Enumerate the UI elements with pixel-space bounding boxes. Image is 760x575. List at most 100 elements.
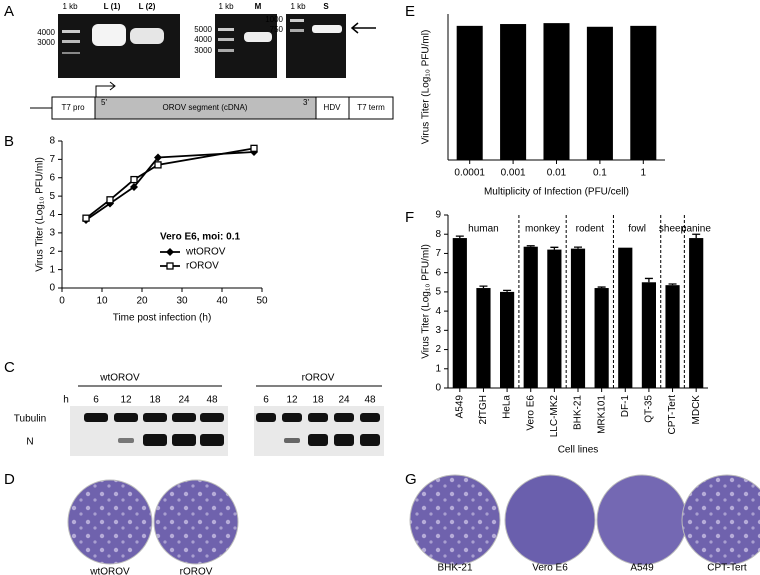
marker-label: 1000 <box>265 15 283 24</box>
x-tick-label: 0.001 <box>501 168 526 179</box>
group-label: canine <box>681 224 711 235</box>
line <box>85 147 255 219</box>
error-bar <box>644 277 653 283</box>
y-tick-label: 8 <box>435 229 441 240</box>
plate-label: BHK-21 <box>437 563 472 574</box>
plate-label: A549 <box>630 563 654 574</box>
time-header: h <box>63 395 69 406</box>
panel-label: F <box>405 209 414 226</box>
y-tick-label: 6 <box>435 267 441 278</box>
x-tick-label: A549 <box>454 395 465 419</box>
time-label: 18 <box>312 395 324 406</box>
marker <box>130 175 138 184</box>
x-tick-label: QT-35 <box>644 395 655 423</box>
y-tick-label: 7 <box>49 154 55 165</box>
time-label: 24 <box>178 395 190 406</box>
marker <box>250 144 258 153</box>
gel: 1 kb S 1000 750 <box>265 2 376 78</box>
plate-label: CPT-Tert <box>707 563 747 574</box>
gel: 1 kb L (1) L (2) 4000 3000 <box>37 2 180 78</box>
x-axis-label: Time post infection (h) <box>113 313 212 324</box>
bar <box>523 246 538 388</box>
western-blot: wtOROV rOROV h 6 12 18 24 48 6 12 18 24 … <box>14 373 384 456</box>
bar <box>594 288 609 388</box>
lane-label: L (1) <box>104 2 121 11</box>
x-tick-label: 0.01 <box>547 168 567 179</box>
lane-label: M <box>255 2 262 11</box>
x-tick-label: 30 <box>176 296 188 307</box>
time-label: 6 <box>93 395 99 406</box>
y-axis-label: Virus Titer (Log₁₀ PFU/ml) <box>35 157 46 272</box>
y-tick-label: 4 <box>435 306 441 317</box>
bar <box>689 238 704 388</box>
marker <box>154 153 162 162</box>
construct-diagram: T7 pro 5' OROV segment (cDNA) 3' HDV T7 … <box>30 81 394 120</box>
x-tick-label: 0.0001 <box>454 168 485 179</box>
bar <box>547 249 562 388</box>
lane-label: 1 kb <box>62 2 78 11</box>
bar <box>452 238 467 388</box>
y-tick-label: 7 <box>435 248 441 259</box>
marker <box>166 248 174 256</box>
panel-label: C <box>4 359 15 376</box>
time-label: 48 <box>206 395 218 406</box>
marker <box>130 182 138 191</box>
x-tick-label: DF-1 <box>620 395 631 418</box>
y-tick-label: 4 <box>49 209 55 220</box>
x-tick-label: 20 <box>136 296 148 307</box>
error-bar <box>479 285 488 289</box>
marker <box>166 262 174 270</box>
marker <box>82 214 90 222</box>
error-bar <box>503 289 512 292</box>
bar <box>500 291 515 388</box>
legend-label: wtOROV <box>185 247 226 258</box>
x-tick-label: 40 <box>216 296 228 307</box>
error-bar <box>574 246 582 249</box>
y-tick-label: 3 <box>435 325 441 336</box>
y-tick-label: 3 <box>49 228 55 239</box>
group-label: sheep <box>659 224 687 235</box>
plaque-images: wtOROV rOROV BHK-21 Vero E6 A549 CPT-Ter… <box>67 474 760 575</box>
y-axis-label: Virus Titer (Log₁₀ PFU/ml) <box>421 244 432 359</box>
bar <box>665 285 680 388</box>
y-tick-label: 6 <box>49 172 55 183</box>
error-bar <box>550 246 559 250</box>
lane-label: S <box>323 2 329 11</box>
y-tick-label: 2 <box>435 344 441 355</box>
bar <box>618 247 633 388</box>
marker-label: 4000 <box>194 35 212 44</box>
plate-label: rOROV <box>180 567 213 575</box>
x-tick-label: 2fTGH <box>478 395 489 424</box>
time-label: 48 <box>364 395 376 406</box>
marker-label: 4000 <box>37 28 55 37</box>
plate-label: wtOROV <box>89 567 130 575</box>
time-label: 6 <box>263 395 269 406</box>
y-axis-label: Virus Titer (Log₁₀ PFU/ml) <box>421 30 432 145</box>
x-tick-label: 50 <box>256 296 268 307</box>
panel-label: E <box>405 3 415 20</box>
panel-label: D <box>4 471 15 488</box>
error-bar <box>668 283 677 286</box>
bar <box>586 26 613 161</box>
construct-label: T7 pro <box>61 103 85 112</box>
x-tick-label: HeLa <box>502 395 513 419</box>
time-label: 24 <box>338 395 350 406</box>
marker-label: 5000 <box>194 25 212 34</box>
bar <box>543 23 570 160</box>
panel-label: A <box>4 3 14 20</box>
marker-label: 750 <box>270 25 284 34</box>
plate-label: Vero E6 <box>532 563 568 574</box>
marker-label: 3000 <box>37 38 55 47</box>
legend-title: Vero E6, moi: 0.1 <box>160 232 240 243</box>
lane-label: L (2) <box>139 2 156 11</box>
bar <box>456 25 483 160</box>
marker <box>106 196 114 204</box>
construct-label: T7 term <box>357 103 385 112</box>
group-label: human <box>468 224 499 235</box>
x-tick-label: 1 <box>641 168 647 179</box>
construct-label: 3' <box>303 98 309 107</box>
panel-label: B <box>4 133 14 150</box>
bar <box>500 24 527 160</box>
error-bar <box>692 233 701 239</box>
